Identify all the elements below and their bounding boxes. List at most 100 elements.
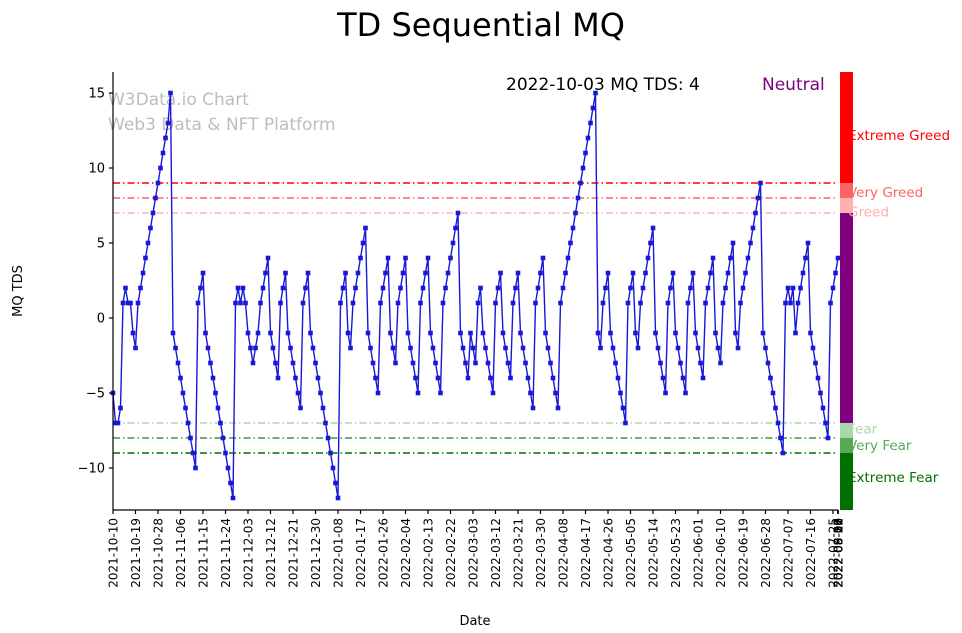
data-point — [228, 480, 233, 486]
data-point — [133, 345, 138, 351]
series-markers — [110, 90, 841, 501]
data-point — [305, 270, 311, 276]
data-point — [568, 240, 573, 246]
data-point — [180, 390, 186, 396]
x-tick-label: 2022-06-10 — [714, 518, 728, 588]
data-point — [363, 225, 368, 231]
page-title: TD Sequential MQ — [337, 6, 625, 44]
data-point — [555, 405, 561, 411]
data-point — [813, 360, 818, 366]
data-point — [790, 285, 796, 291]
data-point — [593, 90, 598, 96]
data-point — [685, 300, 691, 306]
data-point — [453, 225, 458, 231]
data-point — [130, 330, 136, 336]
x-tick-label: 2022-02-04 — [399, 518, 413, 588]
data-point — [113, 420, 118, 426]
data-point — [710, 255, 716, 261]
data-point — [773, 405, 778, 411]
data-point — [598, 345, 603, 351]
data-point — [678, 360, 683, 366]
data-point — [335, 495, 341, 501]
data-point — [778, 435, 783, 441]
data-point — [118, 405, 123, 411]
data-point — [173, 345, 178, 351]
data-point — [610, 345, 616, 351]
data-point — [795, 300, 801, 306]
data-point — [128, 300, 133, 306]
data-point — [185, 420, 191, 426]
data-point — [390, 345, 396, 351]
data-point — [145, 240, 151, 246]
data-point — [435, 375, 441, 381]
data-point — [235, 285, 241, 291]
data-point — [800, 270, 806, 276]
data-point — [573, 210, 578, 216]
data-point — [440, 300, 446, 306]
data-point — [713, 330, 718, 336]
data-point — [400, 270, 406, 276]
data-point — [725, 270, 731, 276]
data-point — [163, 135, 168, 141]
x-tick-label: 2021-12-30 — [309, 518, 323, 588]
x-tick-label: 2022-05-23 — [669, 518, 683, 588]
x-tick-label: 2022-08-03 — [832, 518, 846, 588]
data-point — [230, 495, 236, 501]
data-point — [295, 390, 301, 396]
data-point — [745, 255, 751, 261]
data-point — [793, 330, 798, 336]
data-point — [365, 330, 371, 336]
data-point — [280, 285, 286, 291]
data-point — [343, 270, 348, 276]
x-tick-label: 2021-12-03 — [242, 518, 256, 588]
data-point — [515, 270, 521, 276]
data-point — [695, 345, 701, 351]
data-point — [775, 420, 781, 426]
data-point — [240, 285, 246, 291]
data-point — [225, 465, 231, 471]
data-point — [410, 360, 416, 366]
data-point — [220, 435, 226, 441]
data-point — [520, 345, 526, 351]
data-point — [315, 375, 321, 381]
x-tick-label: 2022-01-17 — [354, 518, 368, 588]
data-point — [540, 255, 546, 261]
data-point — [250, 360, 256, 366]
data-point — [205, 345, 211, 351]
data-point — [818, 390, 823, 396]
x-tick-label: 2022-02-22 — [444, 518, 458, 588]
data-point — [368, 345, 373, 351]
data-point — [470, 345, 476, 351]
data-point — [395, 300, 401, 306]
y-axis-label: MQ TDS — [11, 265, 26, 317]
data-point — [675, 345, 681, 351]
data-point — [123, 285, 128, 291]
data-point — [475, 300, 481, 306]
data-point — [323, 420, 328, 426]
data-point — [345, 330, 351, 336]
data-point — [208, 360, 213, 366]
x-tick-label: 2022-03-12 — [489, 518, 503, 588]
data-point — [585, 135, 591, 141]
data-point — [148, 225, 153, 231]
data-point — [835, 255, 841, 261]
data-point — [188, 435, 193, 441]
data-point — [420, 285, 426, 291]
data-point — [738, 300, 743, 306]
data-point — [160, 150, 166, 156]
data-point — [288, 345, 293, 351]
data-point — [473, 360, 478, 366]
y-axis-ticks: 15 10 5 0 −5 −10 — [78, 87, 113, 477]
x-tick-label: 2022-09-26 — [832, 518, 846, 588]
data-point — [698, 360, 703, 366]
data-point — [168, 90, 173, 96]
data-point — [120, 300, 126, 306]
x-tick-label: 2022-07-25 — [827, 518, 841, 588]
data-point — [708, 270, 713, 276]
x-tick-label: 2022-04-08 — [557, 518, 571, 588]
data-point — [595, 330, 601, 336]
data-point — [830, 285, 836, 291]
data-point — [628, 285, 633, 291]
data-point — [620, 405, 626, 411]
